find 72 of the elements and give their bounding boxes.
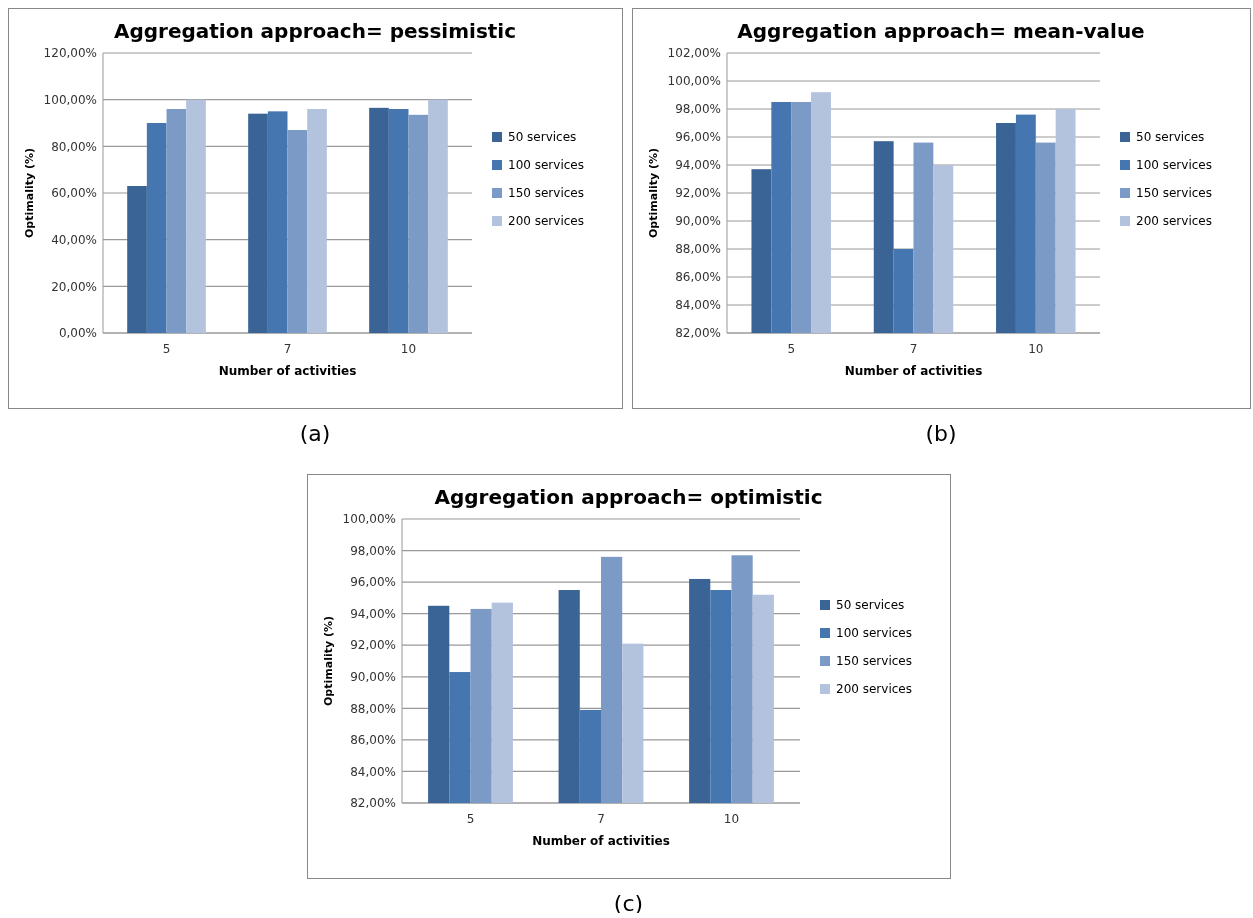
x-tick-label: 5 — [466, 812, 475, 826]
x-tick-label: 10 — [1028, 342, 1044, 356]
bar — [369, 107, 389, 333]
y-tick-label: 60,00% — [51, 186, 97, 201]
y-tick-label: 94,00% — [350, 606, 396, 621]
chart-title: Aggregation approach= pessimistic — [113, 19, 517, 43]
y-tick-label: 84,00% — [350, 764, 396, 779]
bar — [307, 109, 327, 333]
y-tick-label: 88,00% — [350, 701, 396, 716]
y-tick-label: 90,00% — [675, 214, 721, 229]
y-tick-label: 90,00% — [350, 669, 396, 684]
y-axis-title: Optimality (%) — [647, 147, 660, 239]
y-tick-label: 86,00% — [675, 270, 721, 285]
x-tick-label: 5 — [162, 342, 171, 356]
y-tick-label: 82,00% — [350, 796, 396, 811]
bar — [408, 114, 429, 333]
y-tick-label: 86,00% — [350, 733, 396, 748]
x-tick-label: 7 — [283, 342, 292, 356]
legend-label: 150 services — [1136, 186, 1212, 201]
bar — [428, 99, 448, 333]
y-tick-label: 84,00% — [675, 298, 721, 313]
bar — [248, 113, 268, 333]
legend-label: 50 services — [1136, 130, 1205, 145]
x-tick-label: 5 — [787, 342, 796, 356]
x-tick-label: 10 — [400, 342, 417, 356]
y-axis-title: Optimality (%) — [23, 147, 36, 239]
y-tick-label: 92,00% — [675, 186, 721, 201]
y-tick-label: 80,00% — [51, 139, 97, 154]
y-tick-label: 82,00% — [675, 326, 721, 341]
bar — [127, 186, 147, 333]
legend-label: 200 services — [1136, 214, 1212, 229]
text: (b) — [925, 421, 957, 446]
y-tick-label: 92,00% — [350, 638, 396, 653]
bar — [186, 99, 206, 333]
text: (a) — [299, 421, 331, 446]
chart-title: Aggregation approach= mean-value — [737, 19, 1145, 43]
y-tick-label: 100,00% — [43, 92, 97, 107]
bar — [146, 123, 167, 333]
legend-label: 200 services — [508, 214, 584, 229]
y-tick-label: 100,00% — [342, 512, 396, 527]
y-tick-label: 120,00% — [43, 46, 97, 61]
y-tick-label: 94,00% — [675, 158, 721, 173]
y-tick-label: 96,00% — [350, 575, 396, 590]
y-tick-label: 0,00% — [58, 326, 97, 341]
bar — [267, 111, 288, 333]
x-axis-title: Number of activities — [218, 364, 357, 378]
bar — [166, 109, 187, 333]
x-tick-label: 7 — [597, 812, 605, 826]
y-tick-label: 98,00% — [675, 102, 721, 117]
y-tick-label: 40,00% — [51, 232, 97, 247]
y-tick-label: 98,00% — [350, 543, 396, 558]
x-tick-label: 7 — [909, 342, 918, 356]
x-tick-label: 10 — [723, 812, 740, 826]
y-tick-label: 100,00% — [667, 74, 721, 89]
y-tick-label: 102,00% — [667, 46, 721, 61]
legend-label: 200 services — [836, 682, 912, 697]
y-tick-label: 88,00% — [675, 242, 721, 257]
x-axis-title: Number of activities — [532, 834, 670, 848]
legend-label: 100 services — [836, 626, 912, 641]
y-tick-label: 20,00% — [51, 279, 97, 294]
legend-label: 150 services — [836, 654, 912, 669]
legend-label: 50 services — [508, 130, 577, 145]
bar — [388, 109, 409, 333]
legend-label: 100 services — [1136, 158, 1212, 173]
chart-title: Aggregation approach= optimistic — [434, 485, 823, 509]
legend-label: 50 services — [836, 598, 905, 613]
y-axis-title: Optimality (%) — [322, 615, 335, 707]
legend-label: 100 services — [508, 158, 584, 173]
x-axis-title: Number of activities — [844, 364, 983, 378]
bar — [287, 130, 308, 333]
legend-label: 150 services — [508, 186, 584, 201]
y-tick-label: 96,00% — [675, 130, 721, 145]
